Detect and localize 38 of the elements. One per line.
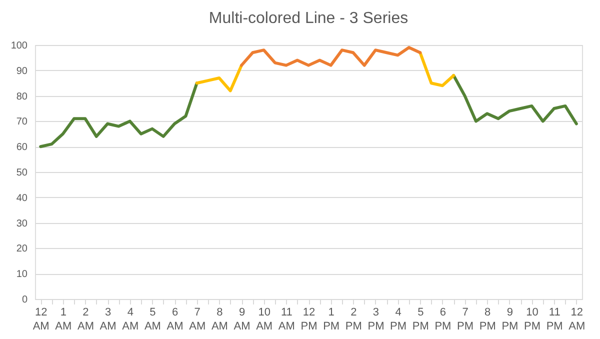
- y-tick-label: 80: [16, 91, 28, 102]
- y-tick-label: 0: [22, 294, 28, 306]
- x-tick-label: 5 PM: [412, 306, 429, 332]
- y-tick-label: 100: [10, 40, 28, 52]
- x-tick-label: 4 PM: [390, 306, 407, 332]
- y-tick-label: 90: [16, 66, 28, 77]
- x-tick-label: 6 PM: [434, 306, 452, 332]
- x-tick-label: 9 AM: [234, 306, 250, 332]
- x-tick-label: 11 PM: [546, 306, 563, 332]
- x-tick-label: 10 PM: [524, 306, 541, 332]
- x-tick-label: 8 PM: [479, 306, 496, 332]
- x-tick-label: 3 PM: [368, 306, 384, 332]
- x-tick-label: 2 PM: [345, 306, 362, 332]
- x-tick-label: 10 AM: [256, 306, 273, 332]
- x-tick-label: 5 AM: [144, 306, 161, 332]
- x-tick-label: 3 AM: [100, 306, 116, 332]
- x-tick-label: 9 PM: [502, 306, 518, 332]
- x-tick-label: 4 AM: [122, 306, 139, 332]
- x-tick-label: 2 AM: [77, 306, 94, 332]
- x-tick-label: 12 PM: [300, 306, 318, 332]
- chart-title: Multi-colored Line - 3 Series: [208, 10, 408, 27]
- y-tick-label: 10: [16, 269, 28, 280]
- x-tick-label: 11 AM: [278, 306, 295, 332]
- x-tick-label: 8 AM: [211, 306, 228, 332]
- x-tick-label: 12 AM: [32, 306, 50, 332]
- y-tick-label: 70: [16, 116, 28, 128]
- x-tick-label: 12 AM: [568, 306, 586, 332]
- y-tick-label: 60: [16, 142, 28, 154]
- y-tick-label: 40: [16, 192, 28, 204]
- line-series: [240, 46, 422, 67]
- x-tick-label: 6 AM: [166, 306, 184, 332]
- y-tick-label: 50: [16, 168, 28, 178]
- y-tick-label: 20: [16, 244, 28, 255]
- x-tick-label: 1 AM: [55, 306, 72, 332]
- x-tick-label: 7 PM: [457, 306, 474, 332]
- x-tick-label: 1 PM: [323, 306, 340, 332]
- y-tick-label: 30: [16, 218, 28, 230]
- x-tick-label: 7 AM: [189, 306, 206, 332]
